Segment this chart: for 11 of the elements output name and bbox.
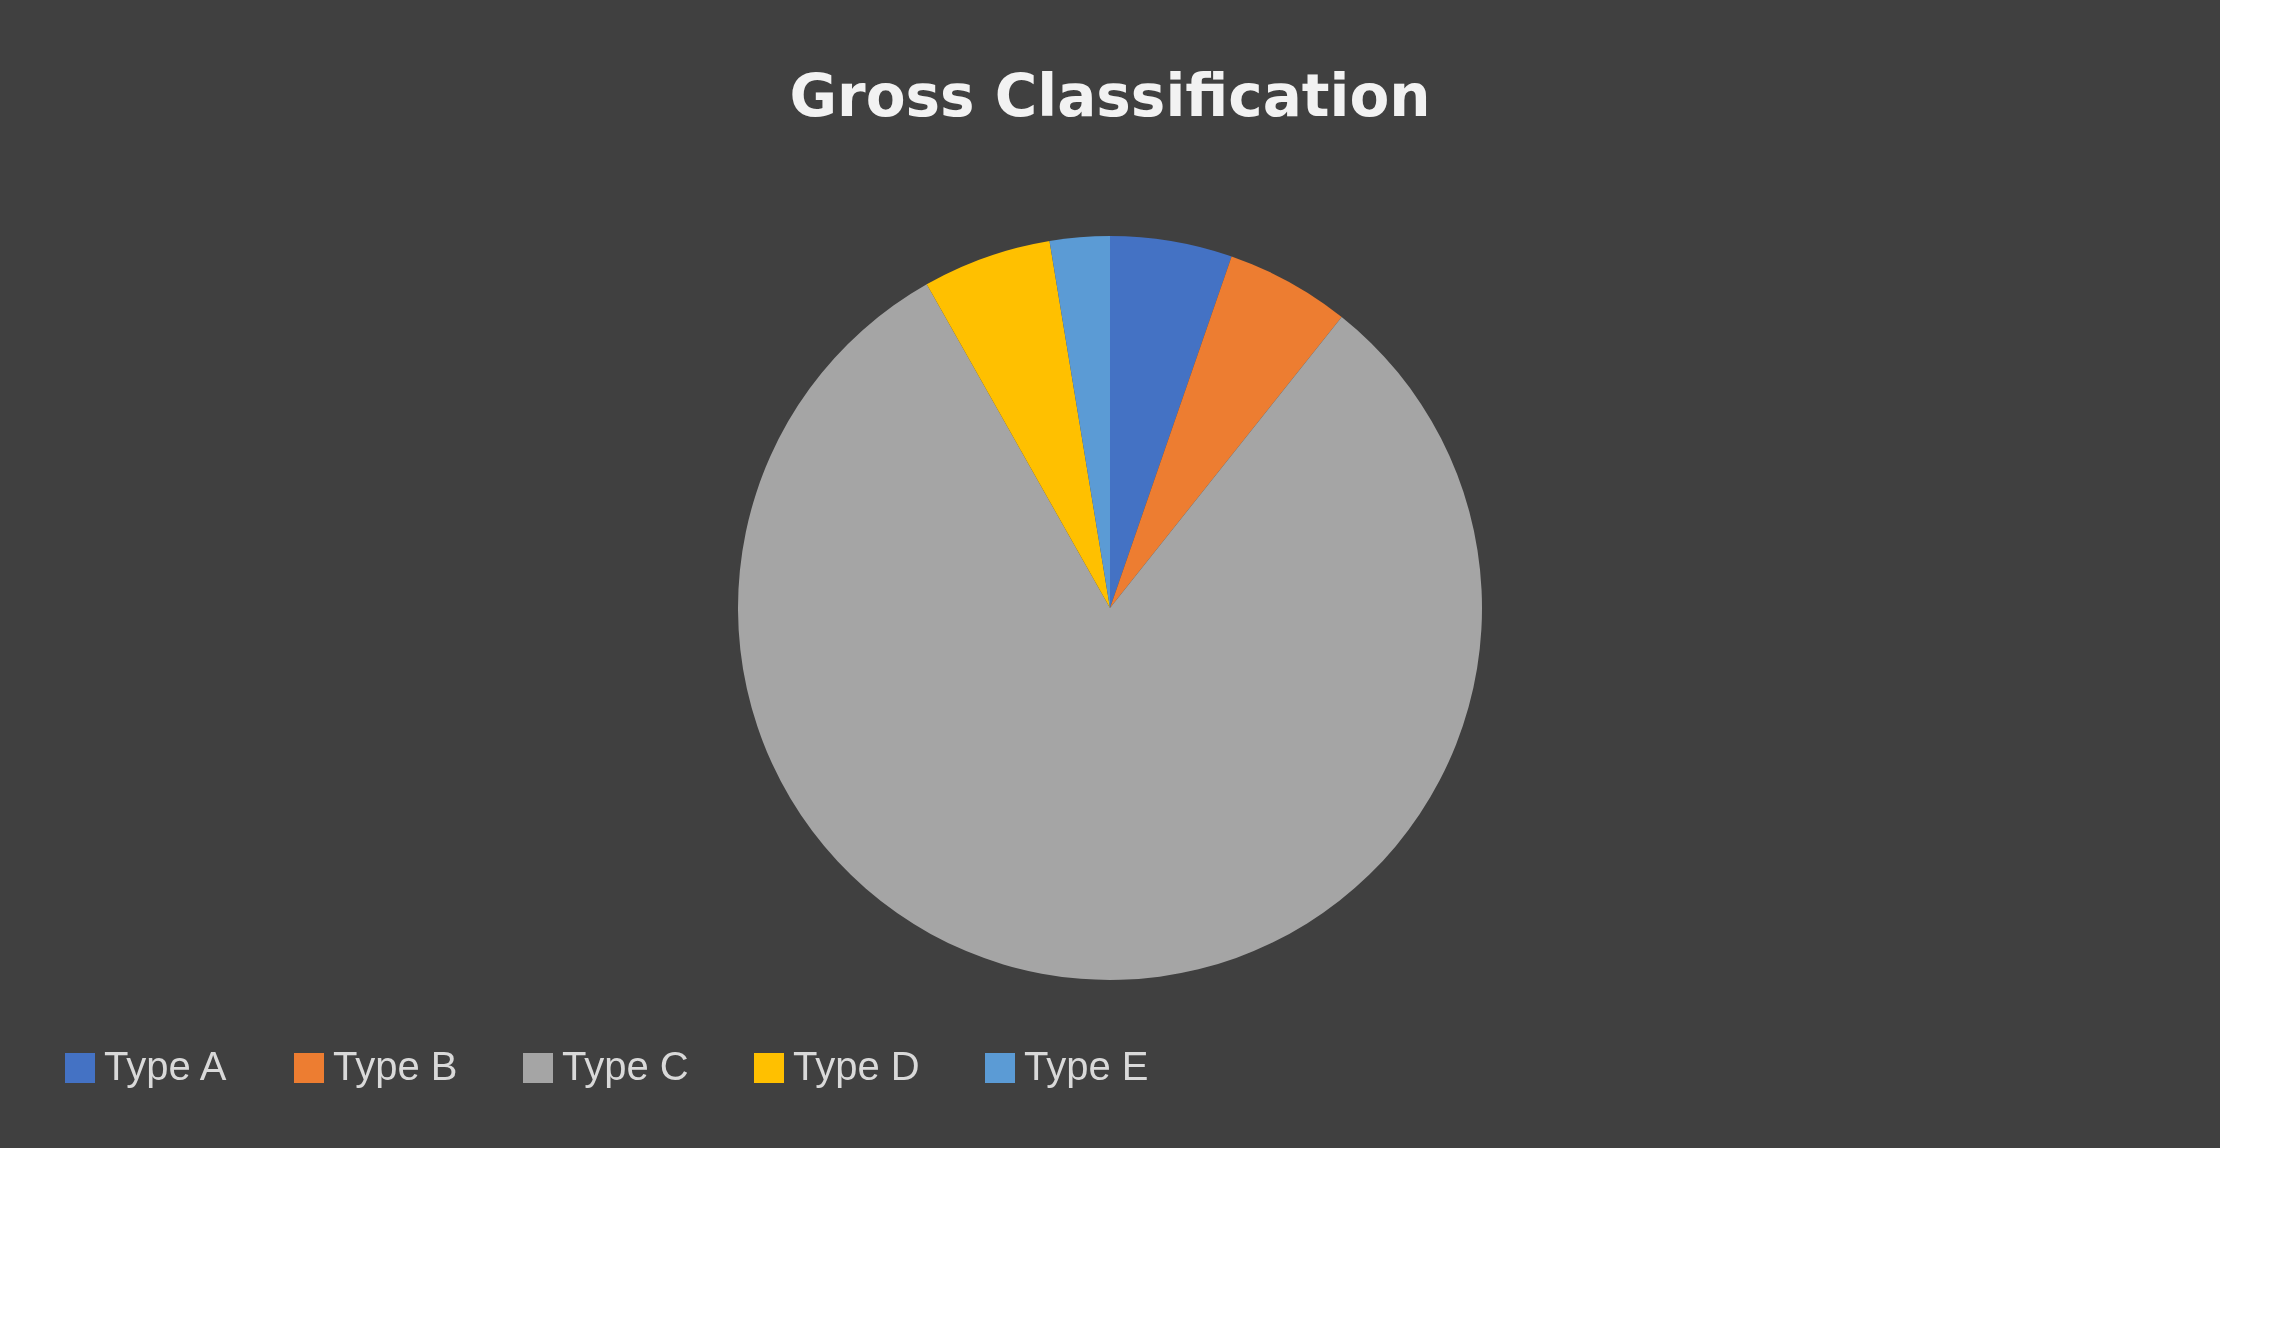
legend-label: Type D [793,1044,920,1088]
pie-slice [1110,256,1342,608]
legend-label: Type B [333,1044,458,1088]
legend-label: Type C [562,1044,689,1088]
legend-label: Type A [104,1044,227,1088]
pie-slice [1110,236,1232,608]
pie-slice [1049,236,1110,608]
pie-slice [738,284,1482,980]
legend-label: Type E [1024,1044,1149,1088]
pie-slice [926,240,1110,608]
chart-title: Gross Classification [789,62,1431,130]
